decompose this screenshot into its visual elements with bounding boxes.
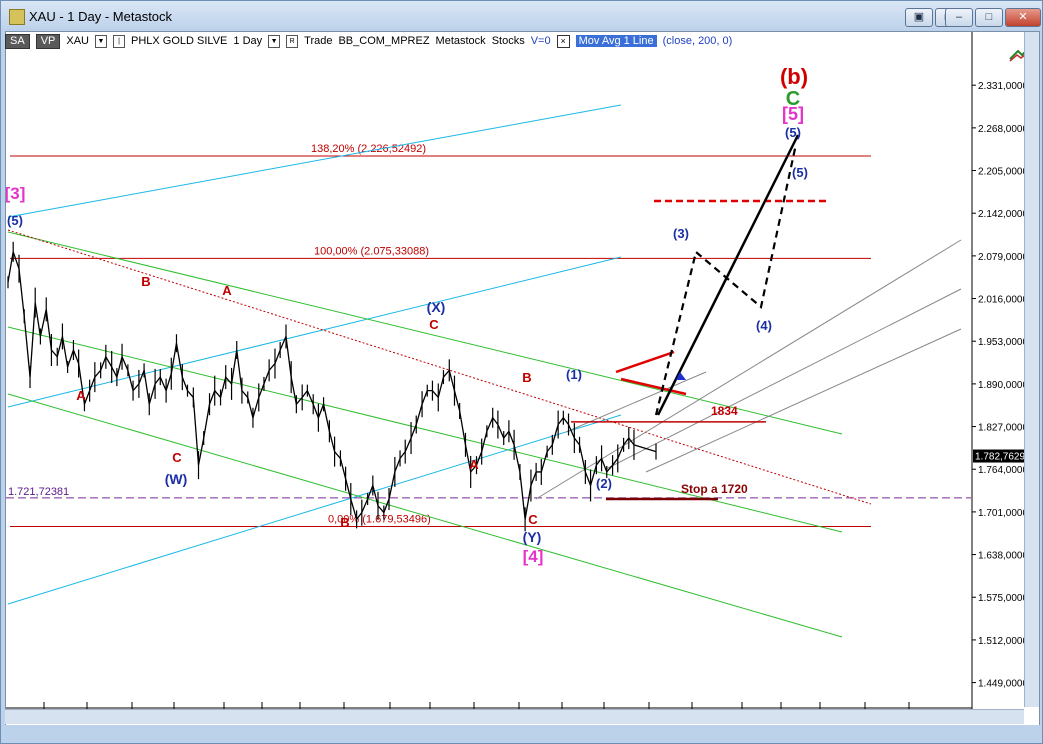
volume-param: V=0 xyxy=(530,35,551,47)
red-stroke xyxy=(620,377,687,396)
window-title: XAU - 1 Day - Metastock xyxy=(29,9,173,24)
price-line xyxy=(7,251,657,521)
grey-channel-line xyxy=(535,239,962,500)
wave-label-five-top: (5) xyxy=(785,125,801,140)
status-bar xyxy=(1,725,1042,743)
y-tick-label: 2.142,00000 xyxy=(978,209,1025,220)
red-dotted-trendline xyxy=(7,229,872,505)
sa-button[interactable]: SA xyxy=(5,33,30,49)
wave-label-w: (W) xyxy=(165,471,188,487)
wave-label-x: (X) xyxy=(427,299,446,315)
stop-label: Stop a 1720 xyxy=(681,482,748,496)
last-price-box xyxy=(973,449,1025,463)
wave-label-1: (1) xyxy=(566,367,582,382)
green-channel-middle xyxy=(7,326,843,533)
y-tick-label: 2.205,00000 xyxy=(978,167,1025,178)
wave-label-4: (4) xyxy=(756,318,772,333)
cyan-channel-middle xyxy=(7,256,622,408)
wave-label-a3: A xyxy=(469,457,479,472)
vertical-scrollbar[interactable] xyxy=(1024,32,1039,707)
title-bar: XAU - 1 Day - Metastock ▣ ▢ – □ ✕ xyxy=(1,1,1042,31)
period-dropdown-icon[interactable]: ▼ xyxy=(268,34,281,48)
y-tick-label: 2.079,00000 xyxy=(978,252,1025,263)
security-name: PHLX GOLD SILVE xyxy=(131,35,228,47)
restore-button[interactable]: □ xyxy=(975,8,1003,27)
wave-label-c3: C xyxy=(528,512,538,527)
grey-channel-line xyxy=(565,371,707,433)
grey-channel-line xyxy=(605,288,962,470)
wave-label-b3: B xyxy=(522,370,531,385)
remove-indicator-button[interactable]: × xyxy=(556,34,570,48)
wave-label-b-big: (b) xyxy=(780,64,808,89)
metastock-app-icon xyxy=(9,9,25,25)
symbol-label[interactable]: XAU xyxy=(66,35,89,47)
wave-label-five-alt: (5) xyxy=(792,165,808,180)
period-label[interactable]: 1 Day xyxy=(233,35,263,47)
range-selector-icon[interactable]: R xyxy=(286,34,299,48)
wave-label-a1: A xyxy=(76,388,86,403)
y-tick-label: 2.331,00000 xyxy=(978,81,1025,92)
green-channel-upper xyxy=(7,231,843,435)
last-price-label: 1.782,76294 xyxy=(975,452,1025,463)
projection-solid-line xyxy=(656,134,800,416)
wave-label-2: (2) xyxy=(596,476,612,491)
wave-label-five-magenta: [5] xyxy=(782,104,804,124)
y-tick-label: 2.016,00000 xyxy=(978,295,1025,306)
template-name: BB_COM_MPREZ xyxy=(338,35,430,47)
chart-area[interactable]: 2.331,00000 2.268,00000 2.205,00000 2.142,0… xyxy=(5,31,1040,727)
wave-label-c1: C xyxy=(172,450,182,465)
wave-label-three-left: [3] xyxy=(6,184,25,203)
asset-class: Stocks xyxy=(491,35,525,47)
green-channel-lower xyxy=(7,393,843,638)
chart-toolbar: SA VP XAU ▼ | PHLX GOLD SILVE 1 Day ▼ R … xyxy=(5,33,738,49)
wave-label-y: (Y) xyxy=(523,529,542,545)
wave-label-four-magenta: [4] xyxy=(523,547,544,566)
trade-button[interactable]: Trade xyxy=(304,35,333,47)
data-source: Metastock xyxy=(435,35,486,47)
y-tick-label: 1.953,00000 xyxy=(978,337,1025,348)
horizontal-scrollbar[interactable] xyxy=(5,709,1024,724)
red-stroke xyxy=(615,350,675,374)
wave-label-five-left: (5) xyxy=(7,213,23,228)
indicator-params: (close, 200, 0) xyxy=(662,35,733,47)
cyan-channel-lower xyxy=(7,414,622,605)
fib-level-label: 0,00% (1.679,53496) xyxy=(328,513,431,525)
wave-label-c-green: C xyxy=(786,88,800,110)
wave-label-c2: C xyxy=(429,317,439,332)
y-tick-label: 1.575,00000 xyxy=(978,593,1025,604)
grey-channel-line xyxy=(645,328,962,473)
y-tick-label: 1.764,00000 xyxy=(978,465,1025,476)
y-tick-label: 1.449,00000 xyxy=(978,679,1025,690)
projection-dashed-path xyxy=(654,143,798,416)
y-tick-label: 1.512,00000 xyxy=(978,636,1025,647)
wave-label-3: (3) xyxy=(673,226,689,241)
wave-label-b2: B xyxy=(340,515,349,530)
indicator-name[interactable]: Mov Avg 1 Line xyxy=(575,35,657,47)
y-tick-label: 1.827,00000 xyxy=(978,423,1025,434)
level-1721-label: 1.721,72381 xyxy=(8,486,69,498)
blue-marker xyxy=(676,372,686,380)
security-selector-icon[interactable]: | xyxy=(113,34,125,48)
price-chart[interactable]: 2.331,00000 2.268,00000 2.205,00000 2.142,0… xyxy=(6,32,1025,709)
y-tick-label: 1.638,00000 xyxy=(978,551,1025,562)
fib-level-label: 100,00% (2.075,33088) xyxy=(314,245,429,257)
y-tick-label: 2.268,00000 xyxy=(978,124,1025,135)
minimize-button[interactable]: – xyxy=(945,8,973,27)
close-button[interactable]: ✕ xyxy=(1005,8,1041,27)
wave-label-b1: B xyxy=(141,274,150,289)
y-tick-label: 1.890,00000 xyxy=(978,380,1025,391)
cyan-channel-upper xyxy=(7,104,622,218)
symbol-dropdown-icon[interactable]: ▼ xyxy=(95,34,107,48)
fib-level-label: 138,20% (2.226,52492) xyxy=(311,143,426,155)
wave-label-a2: A xyxy=(222,283,232,298)
level-1834-label: 1834 xyxy=(711,404,738,418)
vp-button[interactable]: VP xyxy=(35,33,61,49)
y-tick-label: 1.701,00000 xyxy=(978,508,1025,519)
inner-minimize-button[interactable]: ▣ xyxy=(905,8,933,27)
